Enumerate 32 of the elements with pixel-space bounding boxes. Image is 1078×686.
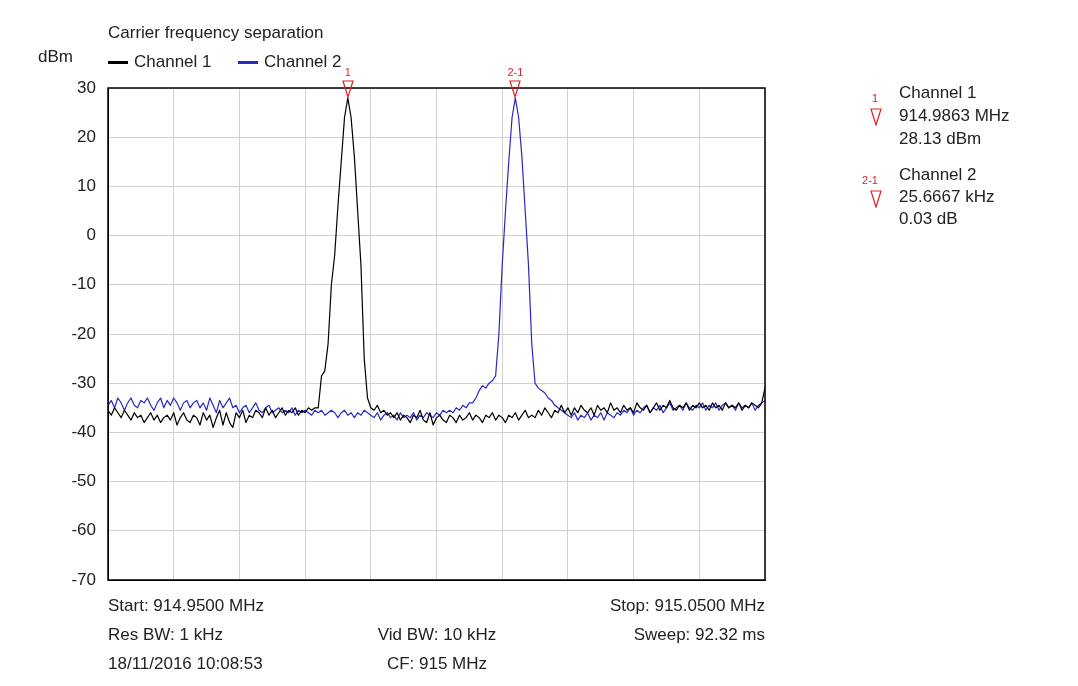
text: 1 <box>344 64 351 80</box>
chart-title: Carrier frequency separation <box>108 23 324 43</box>
text: 1 <box>871 92 878 104</box>
text: CF: 915 MHz <box>386 654 488 674</box>
text: 18/11/2016 10:08:53 <box>108 654 263 674</box>
y-tick-label: 30 <box>77 77 96 97</box>
text: Channel 1 <box>899 83 977 103</box>
y-tick-label: -50 <box>71 471 96 491</box>
text: 2-1 <box>507 64 524 80</box>
y-axis-title: dBm <box>38 47 73 67</box>
y-tick-label: -70 <box>71 569 96 589</box>
text: Vid BW: 10 kHz <box>377 625 497 645</box>
text: 0.03 dB <box>899 209 958 229</box>
y-tick-label: 10 <box>77 176 96 196</box>
y-tick-label: -30 <box>71 372 96 392</box>
y-tick-label: -20 <box>71 323 96 343</box>
y-tick-label: -60 <box>71 520 96 540</box>
y-tick-label: 20 <box>77 126 96 146</box>
text: Channel 2 <box>899 165 977 185</box>
y-tick-label: -10 <box>71 274 96 294</box>
text: Res BW: 1 kHz <box>108 625 223 645</box>
text: Stop: 915.0500 MHz <box>610 596 765 616</box>
text: Sweep: 92.32 ms <box>633 625 765 645</box>
text: 914.9863 MHz <box>899 106 1010 126</box>
text: 28.13 dBm <box>899 129 982 149</box>
text: 25.6667 kHz <box>899 187 995 207</box>
text: 2-1 <box>862 174 878 186</box>
text: Start: 914.9500 MHz <box>108 596 264 616</box>
y-tick-label: 0 <box>86 225 96 245</box>
legend-label: Channel 2 <box>264 52 342 72</box>
legend-label: Channel 1 <box>134 52 212 72</box>
y-tick-label: -40 <box>71 422 96 442</box>
